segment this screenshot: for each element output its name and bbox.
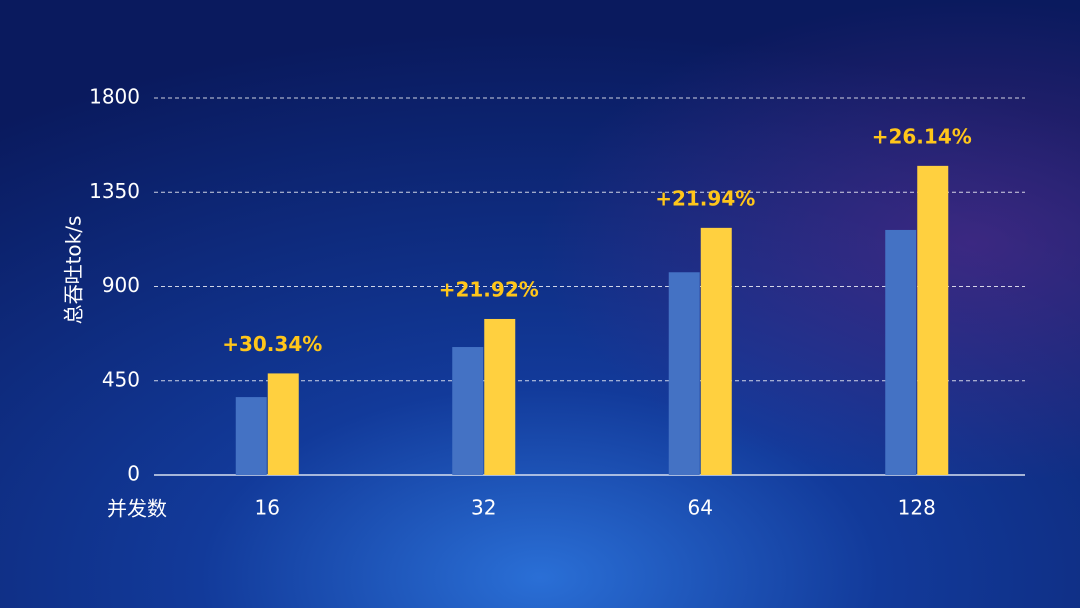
x-tick-label: 32 — [471, 496, 496, 520]
annotation: +21.94% — [655, 186, 755, 210]
y-tick-label: 900 — [102, 273, 140, 297]
bar — [700, 227, 732, 475]
annotation: +26.14% — [872, 124, 972, 148]
x-axis-label: 并发数 — [107, 497, 167, 521]
bar — [917, 165, 949, 476]
x-tick-label: 16 — [255, 496, 280, 520]
bar — [484, 318, 516, 475]
y-tick-label: 1800 — [89, 85, 140, 109]
x-tick-label: 128 — [898, 496, 936, 520]
x-tick-label: 64 — [688, 496, 713, 520]
y-axis-label: 总吞吐tok/s — [62, 216, 86, 325]
bar — [668, 272, 700, 475]
y-tick-label: 450 — [102, 367, 140, 391]
bar — [267, 373, 299, 475]
bar — [452, 347, 484, 475]
y-tick-label: 1350 — [89, 179, 140, 203]
annotation: +21.92% — [439, 277, 539, 301]
bar — [885, 229, 917, 475]
y-tick-label: 0 — [127, 462, 140, 486]
bar — [235, 397, 267, 475]
annotation: +30.34% — [222, 332, 322, 356]
